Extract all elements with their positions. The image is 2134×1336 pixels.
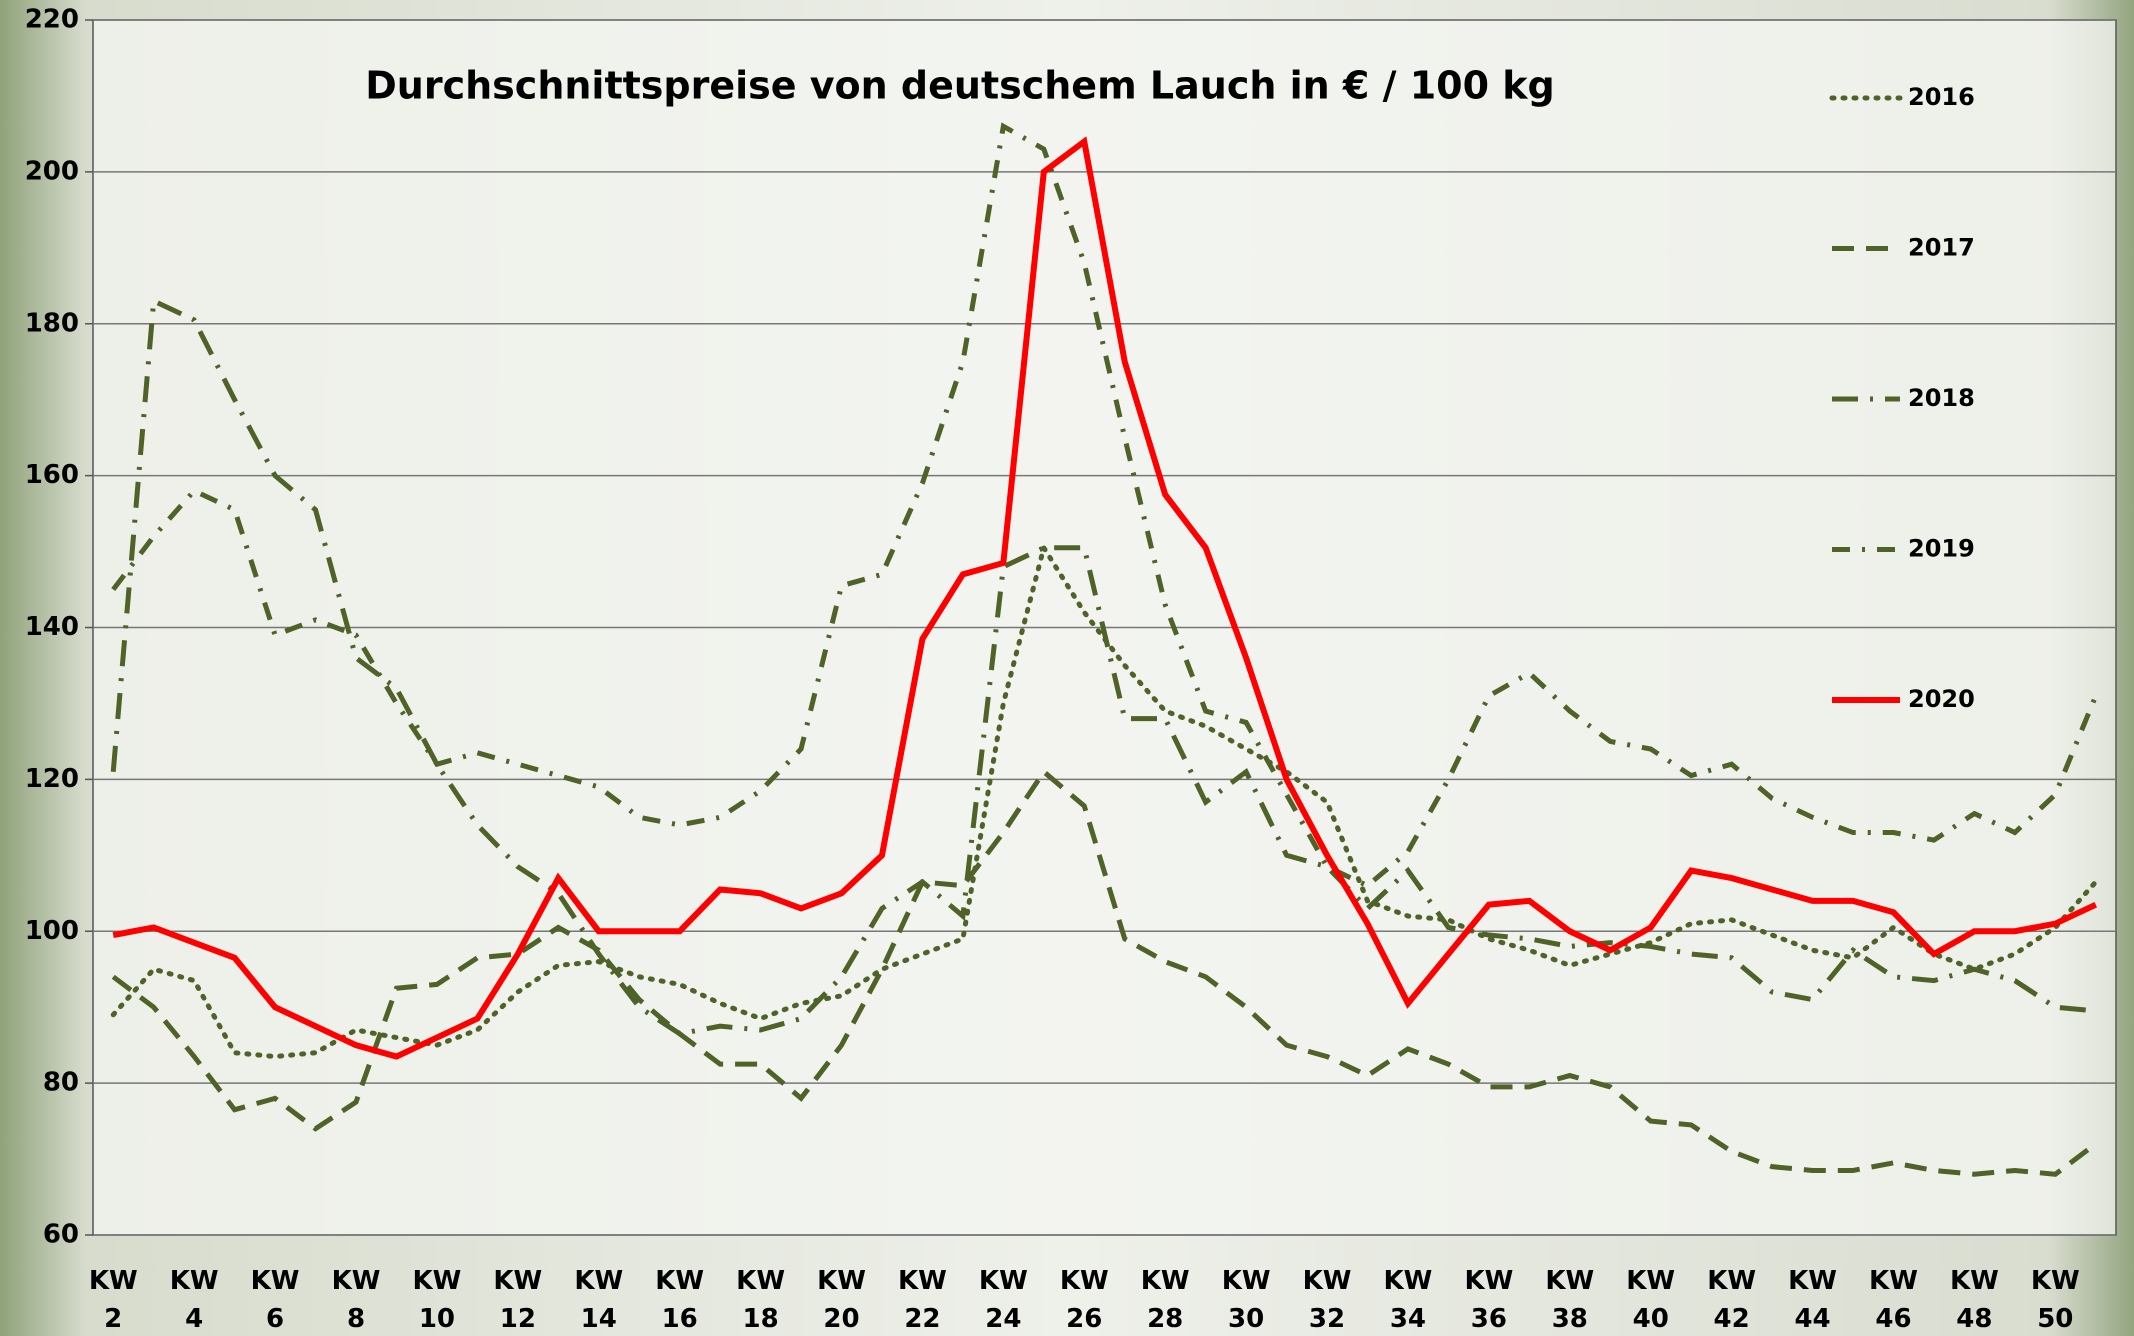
legend-label: 2018 [1908,384,1975,412]
y-tick-label: 80 [43,1068,79,1098]
legend-label: 2017 [1908,234,1975,262]
y-tick-label: 100 [25,916,79,946]
y-tick-label: 200 [25,156,79,186]
legend-label: 2020 [1908,685,1975,713]
y-tick-label: 180 [25,308,79,338]
y-tick-label: 220 [25,5,79,35]
legend-label: 2016 [1908,83,1975,111]
y-tick-label: 160 [25,460,79,490]
chart-title: Durchschnittspreise von deutschem Lauch … [365,64,1554,108]
legend-label: 2019 [1908,535,1975,563]
y-tick-label: 120 [25,764,79,794]
y-tick-label: 60 [43,1220,79,1250]
page: Durchschnittspreise von deutschem Lauch … [0,0,2134,1336]
y-tick-label: 140 [25,612,79,642]
chart: Durchschnittspreise von deutschem Lauch … [0,0,2134,1336]
